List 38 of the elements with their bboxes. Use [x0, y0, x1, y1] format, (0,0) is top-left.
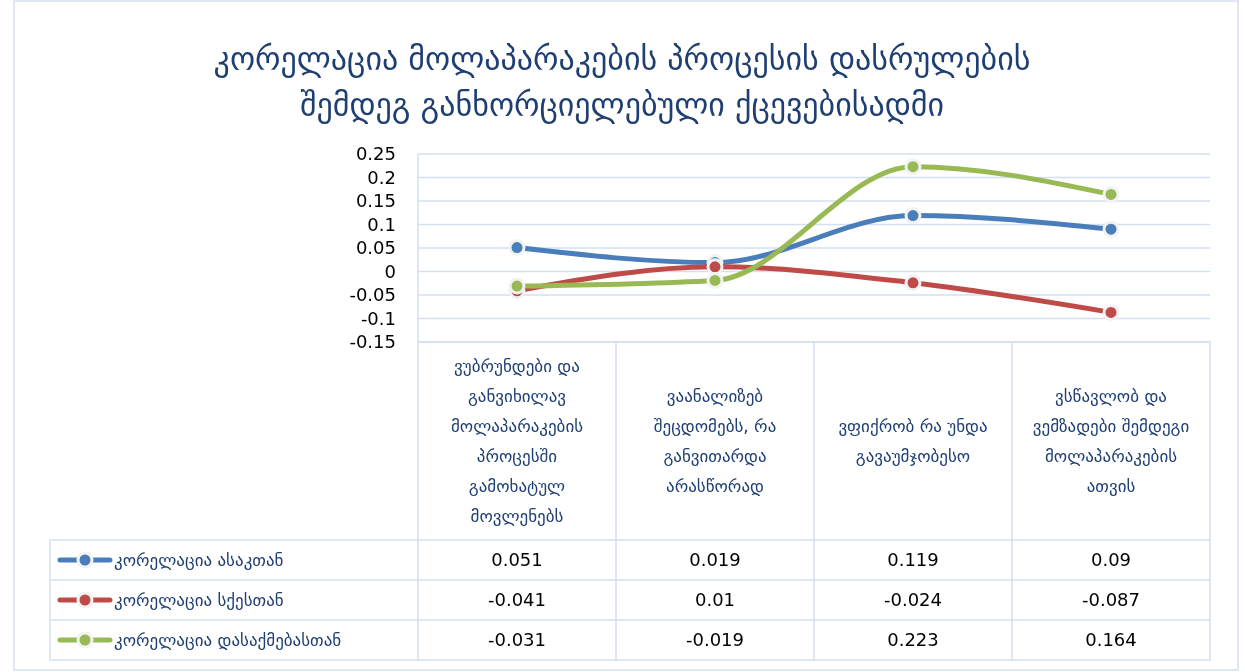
x-tick-label: ვფიქრობ რა უნდა გავაუმჯობესო [838, 415, 988, 466]
point [904, 158, 922, 176]
legend-label: კორელაცია ასაკთან [114, 549, 284, 570]
point [904, 207, 922, 225]
data-label: -0.041 [487, 589, 547, 611]
point [706, 271, 724, 289]
point [1102, 303, 1120, 321]
chart-title: კორელაცია მოლაპარაკების პროცესის დასრულების შემდეგ განხორციელებული ქცევებისადმი [213, 40, 1031, 124]
data-label: 0.119 [887, 549, 939, 571]
data-label: 0.01 [694, 589, 736, 611]
legend-label: კორელაცია დასაქმებასთან [114, 629, 342, 650]
point [508, 239, 526, 257]
point [1102, 220, 1120, 238]
data-label: 0.051 [491, 549, 543, 571]
data-label: 0.223 [887, 629, 939, 651]
y-tick-label: 0.1 [367, 213, 396, 235]
y-tick-label: -0.15 [349, 331, 396, 353]
x-tick-label: ვაანალიზებ შეცდომებს, რა განვითარდა არასწორად [653, 385, 777, 496]
data-label: -0.024 [883, 589, 943, 611]
y-tick-label: 0.05 [355, 237, 396, 259]
data-label: 0.019 [689, 549, 741, 571]
data-label: -0.031 [487, 629, 547, 651]
y-tick-label: 0.25 [355, 143, 396, 165]
y-tick-label: 0.15 [355, 190, 396, 212]
point [508, 277, 526, 295]
data-label: -0.087 [1081, 589, 1141, 611]
data-label: 0.09 [1090, 549, 1132, 571]
data-label: 0.164 [1085, 629, 1137, 651]
x-tick-label: ვსწავლობ და ვემზადები შემდეგი მოლაპარაკების ათვის [1032, 385, 1190, 496]
y-tick-label: 0 [384, 260, 396, 282]
point [1102, 185, 1120, 203]
point [904, 274, 922, 292]
x-tick-label: ვუბრუნდები და განვიხილავ მოლაპარაკების პროცესში გამოხატულ მოვლენებს [450, 355, 584, 526]
legend-label: კორელაცია სქესთან [114, 589, 284, 610]
y-tick-label: -0.05 [349, 284, 396, 306]
y-tick-label: -0.1 [360, 307, 396, 329]
y-tick-label: 0.2 [367, 166, 396, 188]
data-label: -0.019 [685, 629, 745, 651]
